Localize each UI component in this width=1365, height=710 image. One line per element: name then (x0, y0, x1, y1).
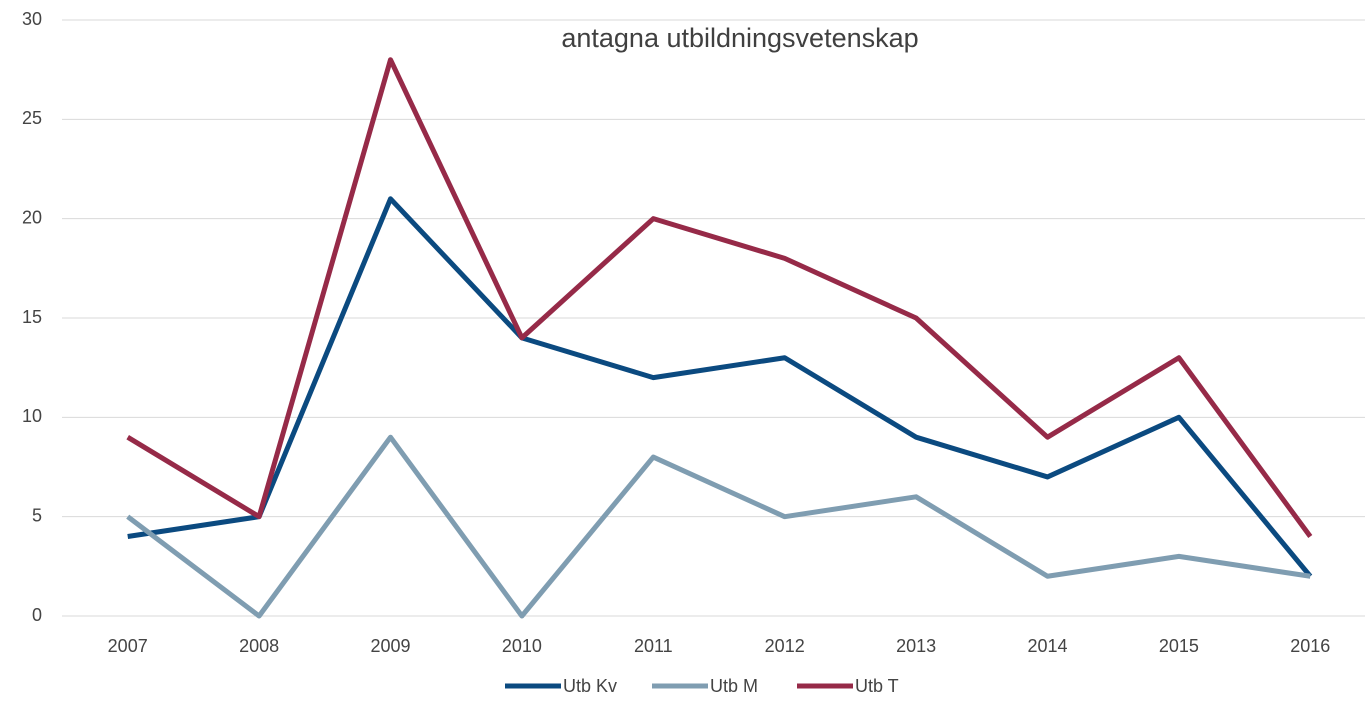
legend-label: Utb M (710, 676, 758, 696)
y-tick-label: 15 (22, 307, 42, 327)
x-tick-label: 2014 (1027, 636, 1067, 656)
series-line (126, 434, 1311, 619)
x-tick-label: 2013 (896, 636, 936, 656)
y-tick-label: 25 (22, 108, 42, 128)
chart-title: antagna utbildningsvetenskap (561, 23, 918, 53)
x-tick-label: 2007 (108, 636, 148, 656)
x-tick-label: 2008 (239, 636, 279, 656)
legend-label: Utb Kv (563, 676, 617, 696)
x-tick-label: 2015 (1159, 636, 1199, 656)
x-tick-label: 2009 (370, 636, 410, 656)
x-tick-label: 2010 (502, 636, 542, 656)
x-tick-label: 2011 (634, 636, 673, 656)
y-tick-label: 0 (32, 605, 42, 625)
series-line (126, 57, 1313, 539)
y-tick-label: 30 (22, 9, 42, 29)
y-tick-label: 5 (32, 505, 42, 525)
series-line (127, 196, 1313, 578)
y-tick-label: 20 (22, 207, 42, 227)
legend-label: Utb T (855, 676, 899, 696)
x-tick-label: 2016 (1290, 636, 1330, 656)
y-tick-label: 10 (22, 406, 42, 426)
x-tick-label: 2012 (765, 636, 805, 656)
